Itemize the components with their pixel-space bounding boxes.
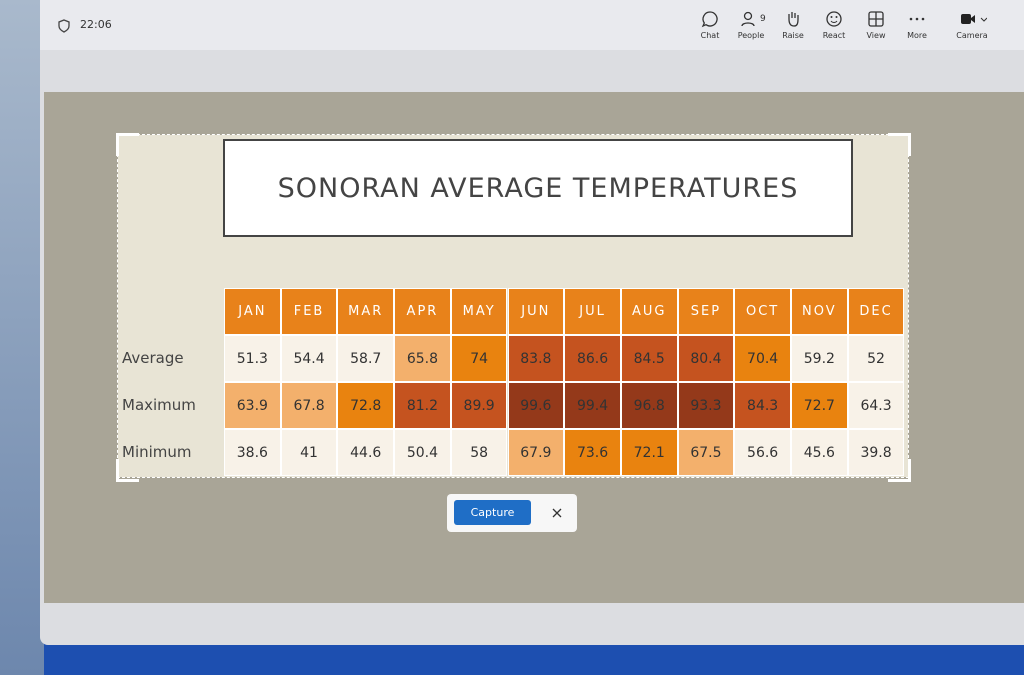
react-button[interactable]: React	[814, 8, 854, 40]
crop-handle[interactable]	[116, 133, 139, 156]
cell: 58	[450, 429, 508, 476]
button-label: More	[907, 31, 927, 40]
column-header: SEP	[677, 288, 735, 335]
cell: 54.4	[280, 335, 338, 382]
cell: 83.8	[507, 335, 565, 382]
cell: 96.8	[620, 382, 678, 429]
cell: 45.6	[791, 429, 848, 476]
column-header: AUG	[620, 288, 678, 335]
cell: 58.7	[337, 335, 395, 382]
column-header: MAY	[450, 288, 508, 335]
cell: 63.9	[224, 382, 281, 429]
cell: 86.6	[564, 335, 621, 382]
cell: 52	[847, 335, 905, 382]
cell: 81.2	[394, 382, 451, 429]
column-header: JUN	[507, 288, 565, 335]
cell: 80.4	[677, 335, 735, 382]
button-label: Raise	[782, 31, 804, 40]
button-label: People	[737, 31, 765, 40]
shield-icon	[58, 19, 70, 33]
cell: 64.3	[847, 382, 905, 429]
cell: 73.6	[564, 429, 621, 476]
close-button[interactable]	[551, 507, 563, 519]
cell: 65.8	[394, 335, 451, 382]
cell: 70.4	[734, 335, 791, 382]
cell: 74	[450, 335, 508, 382]
badge: 9	[760, 14, 766, 24]
column-header: FEB	[280, 288, 338, 335]
slide-title: SONORAN AVERAGE TEMPERATURES	[223, 139, 853, 237]
crop-handle[interactable]	[888, 459, 911, 482]
cell: 72.8	[337, 382, 395, 429]
cell: 99.6	[507, 382, 565, 429]
button-label: Camera	[956, 31, 988, 40]
column-header: MAR	[337, 288, 395, 335]
cell: 41	[280, 429, 338, 476]
cell: 50.4	[394, 429, 451, 476]
row-label: Average	[122, 349, 184, 367]
capture-bar: Capture	[447, 494, 577, 532]
crop-handle[interactable]	[116, 459, 139, 482]
button-label: Chat	[700, 31, 720, 40]
cell: 56.6	[734, 429, 791, 476]
column-header: DEC	[847, 288, 905, 335]
cell: 99.4	[564, 382, 621, 429]
cell: 72.7	[791, 382, 848, 429]
row-label: Maximum	[122, 396, 196, 414]
row-label: Minimum	[122, 443, 192, 461]
more-button[interactable]: More	[897, 8, 937, 40]
cell: 44.6	[337, 429, 395, 476]
top-bar: 22:06 Chat 9 People Raise React View More…	[40, 0, 1024, 50]
time: 22:06	[80, 18, 112, 31]
cell: 72.1	[620, 429, 678, 476]
camera-button[interactable]: Camera	[952, 8, 992, 40]
people-button[interactable]: 9 People	[731, 8, 771, 40]
chat-button[interactable]: Chat	[690, 8, 730, 40]
cell: 67.9	[507, 429, 565, 476]
cell: 67.8	[280, 382, 338, 429]
column-header: JAN	[224, 288, 281, 335]
crop-handle[interactable]	[888, 133, 911, 156]
column-header: NOV	[791, 288, 848, 335]
cell: 84.5	[620, 335, 678, 382]
raise-button[interactable]: Raise	[773, 8, 813, 40]
column-header: APR	[394, 288, 451, 335]
button-label: React	[822, 31, 846, 40]
cell: 39.8	[847, 429, 905, 476]
column-header: JUL	[564, 288, 621, 335]
cell: 38.6	[224, 429, 281, 476]
capture-button[interactable]: Capture	[454, 500, 531, 525]
cell: 89.9	[450, 382, 508, 429]
cell: 59.2	[791, 335, 848, 382]
view-button[interactable]: View	[856, 8, 896, 40]
button-label: View	[866, 31, 886, 40]
column-header: OCT	[734, 288, 791, 335]
cell: 93.3	[677, 382, 735, 429]
cell: 51.3	[224, 335, 281, 382]
cell: 67.5	[677, 429, 735, 476]
cell: 84.3	[734, 382, 791, 429]
wallpaper	[0, 0, 44, 675]
